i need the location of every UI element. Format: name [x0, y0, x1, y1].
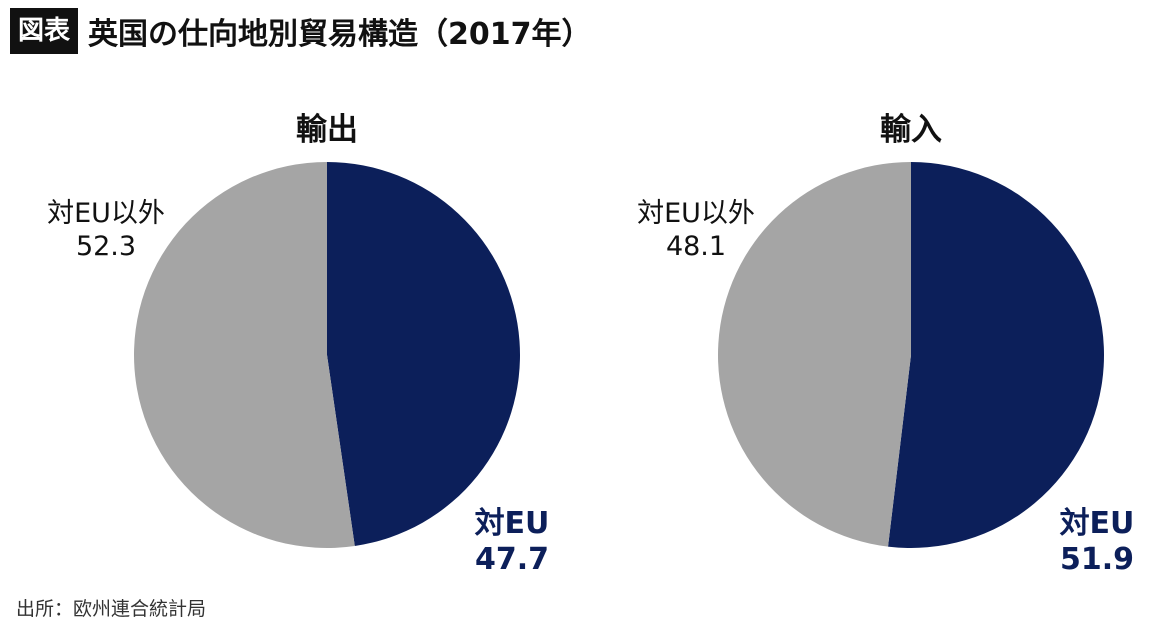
slice-value: 48.1	[666, 231, 726, 262]
slice-value: 47.7	[475, 542, 549, 577]
pie-slice-non-eu	[134, 162, 355, 548]
pie-slice-eu	[888, 162, 1104, 548]
slice-value: 51.9	[1060, 542, 1134, 577]
slice-value: 52.3	[76, 231, 136, 262]
pie-title: 輸出	[296, 112, 358, 148]
pie-slice-eu	[327, 162, 521, 546]
figure-badge: 図表	[10, 8, 79, 54]
slice-label: 対EU以外	[637, 198, 755, 229]
slice-label: 対EU以外	[47, 198, 165, 229]
pie-title: 輸入	[880, 112, 942, 148]
title-bar: 図表 英国の仕向地別貿易構造（2017年）	[10, 8, 592, 54]
slice-label: 対EU	[475, 506, 550, 541]
slice-label: 対EU	[1060, 506, 1135, 541]
source-note: 出所：欧州連合統計局	[16, 598, 207, 620]
page-title: 英国の仕向地別貿易構造（2017年）	[88, 17, 592, 52]
pie-slice-non-eu	[718, 162, 911, 547]
